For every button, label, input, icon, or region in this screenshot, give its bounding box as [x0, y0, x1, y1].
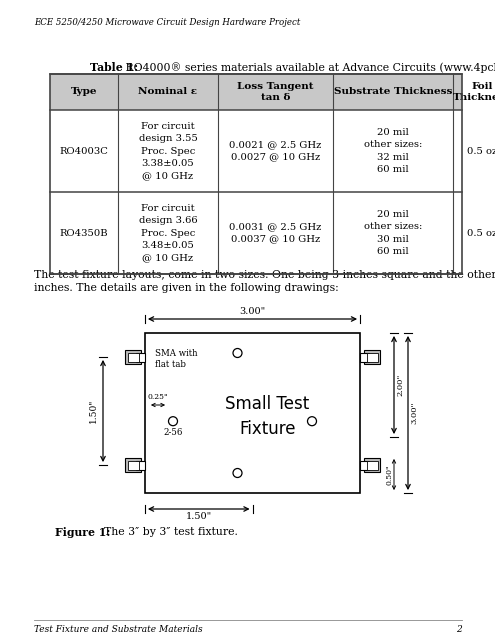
Circle shape [233, 349, 242, 358]
Text: SMA with
flat tab: SMA with flat tab [155, 349, 198, 369]
Text: RO4003C: RO4003C [59, 147, 108, 156]
Bar [360, 461, 369, 470]
Text: 20 mil
other sizes:
32 mil
60 mil: 20 mil other sizes: 32 mil 60 mil [364, 128, 422, 173]
Text: inches. The details are given in the following drawings:: inches. The details are given in the fol… [34, 283, 339, 293]
Text: 0.5 oz: 0.5 oz [467, 147, 495, 156]
Text: ECE 5250/4250 Microwave Circuit Design Hardware Project: ECE 5250/4250 Microwave Circuit Design H… [34, 18, 300, 27]
Text: 0.25": 0.25" [148, 393, 168, 401]
Text: For circuit
design 3.66
Proc. Spec
3.48±0.05
@ 10 GHz: For circuit design 3.66 Proc. Spec 3.48±… [139, 204, 198, 262]
Text: Figure 1:: Figure 1: [55, 527, 110, 538]
Text: For circuit
design 3.55
Proc. Spec
3.38±0.05
@ 10 GHz: For circuit design 3.55 Proc. Spec 3.38±… [139, 122, 198, 180]
Bar [360, 353, 369, 362]
Circle shape [307, 417, 316, 426]
Bar [364, 458, 380, 472]
Text: The test fixture layouts, come in two sizes. One being 3 inches square and the o: The test fixture layouts, come in two si… [34, 270, 495, 280]
Text: Test Fixture and Substrate Materials: Test Fixture and Substrate Materials [34, 625, 202, 634]
Text: 3.00": 3.00" [240, 307, 266, 316]
Bar [136, 353, 145, 362]
Text: RO4350B: RO4350B [60, 228, 108, 237]
Text: Nominal ε: Nominal ε [139, 88, 198, 97]
Bar [366, 461, 378, 470]
Text: Type: Type [71, 88, 97, 97]
Bar [145, 333, 360, 493]
Text: 2-56: 2-56 [163, 428, 183, 437]
Bar [366, 353, 378, 362]
Circle shape [233, 468, 242, 477]
Bar [364, 350, 380, 364]
Text: 0.0031 @ 2.5 GHz
0.0037 @ 10 GHz: 0.0031 @ 2.5 GHz 0.0037 @ 10 GHz [229, 223, 322, 244]
Text: Table 1:: Table 1: [90, 62, 138, 73]
Text: Substrate Thickness: Substrate Thickness [334, 88, 452, 97]
Text: 2.00": 2.00" [396, 374, 404, 396]
Bar [136, 461, 145, 470]
Text: Loss Tangent
tan δ: Loss Tangent tan δ [237, 82, 314, 102]
Text: RO4000® series materials available at Advance Circuits (www.4pcb.com).: RO4000® series materials available at Ad… [122, 62, 495, 73]
Circle shape [168, 417, 178, 426]
Text: 0.50": 0.50" [385, 464, 393, 484]
Text: 0.0021 @ 2.5 GHz
0.0027 @ 10 GHz: 0.0021 @ 2.5 GHz 0.0027 @ 10 GHz [229, 140, 322, 161]
Text: Foil
Thickness: Foil Thickness [453, 82, 495, 102]
Text: 1.50": 1.50" [89, 399, 98, 423]
Text: 2: 2 [456, 625, 462, 634]
Text: Small Test
Fixture: Small Test Fixture [225, 395, 310, 438]
Text: 0.5 oz: 0.5 oz [467, 228, 495, 237]
Bar [128, 353, 139, 362]
Bar [50, 74, 462, 274]
Bar [125, 350, 141, 364]
Text: 3.00": 3.00" [410, 402, 418, 424]
Bar [128, 461, 139, 470]
Bar [125, 458, 141, 472]
Text: The 3″ by 3″ test fixture.: The 3″ by 3″ test fixture. [97, 527, 238, 537]
Text: 20 mil
other sizes:
30 mil
60 mil: 20 mil other sizes: 30 mil 60 mil [364, 211, 422, 256]
Text: 1.50": 1.50" [186, 512, 212, 521]
Bar [50, 74, 462, 110]
